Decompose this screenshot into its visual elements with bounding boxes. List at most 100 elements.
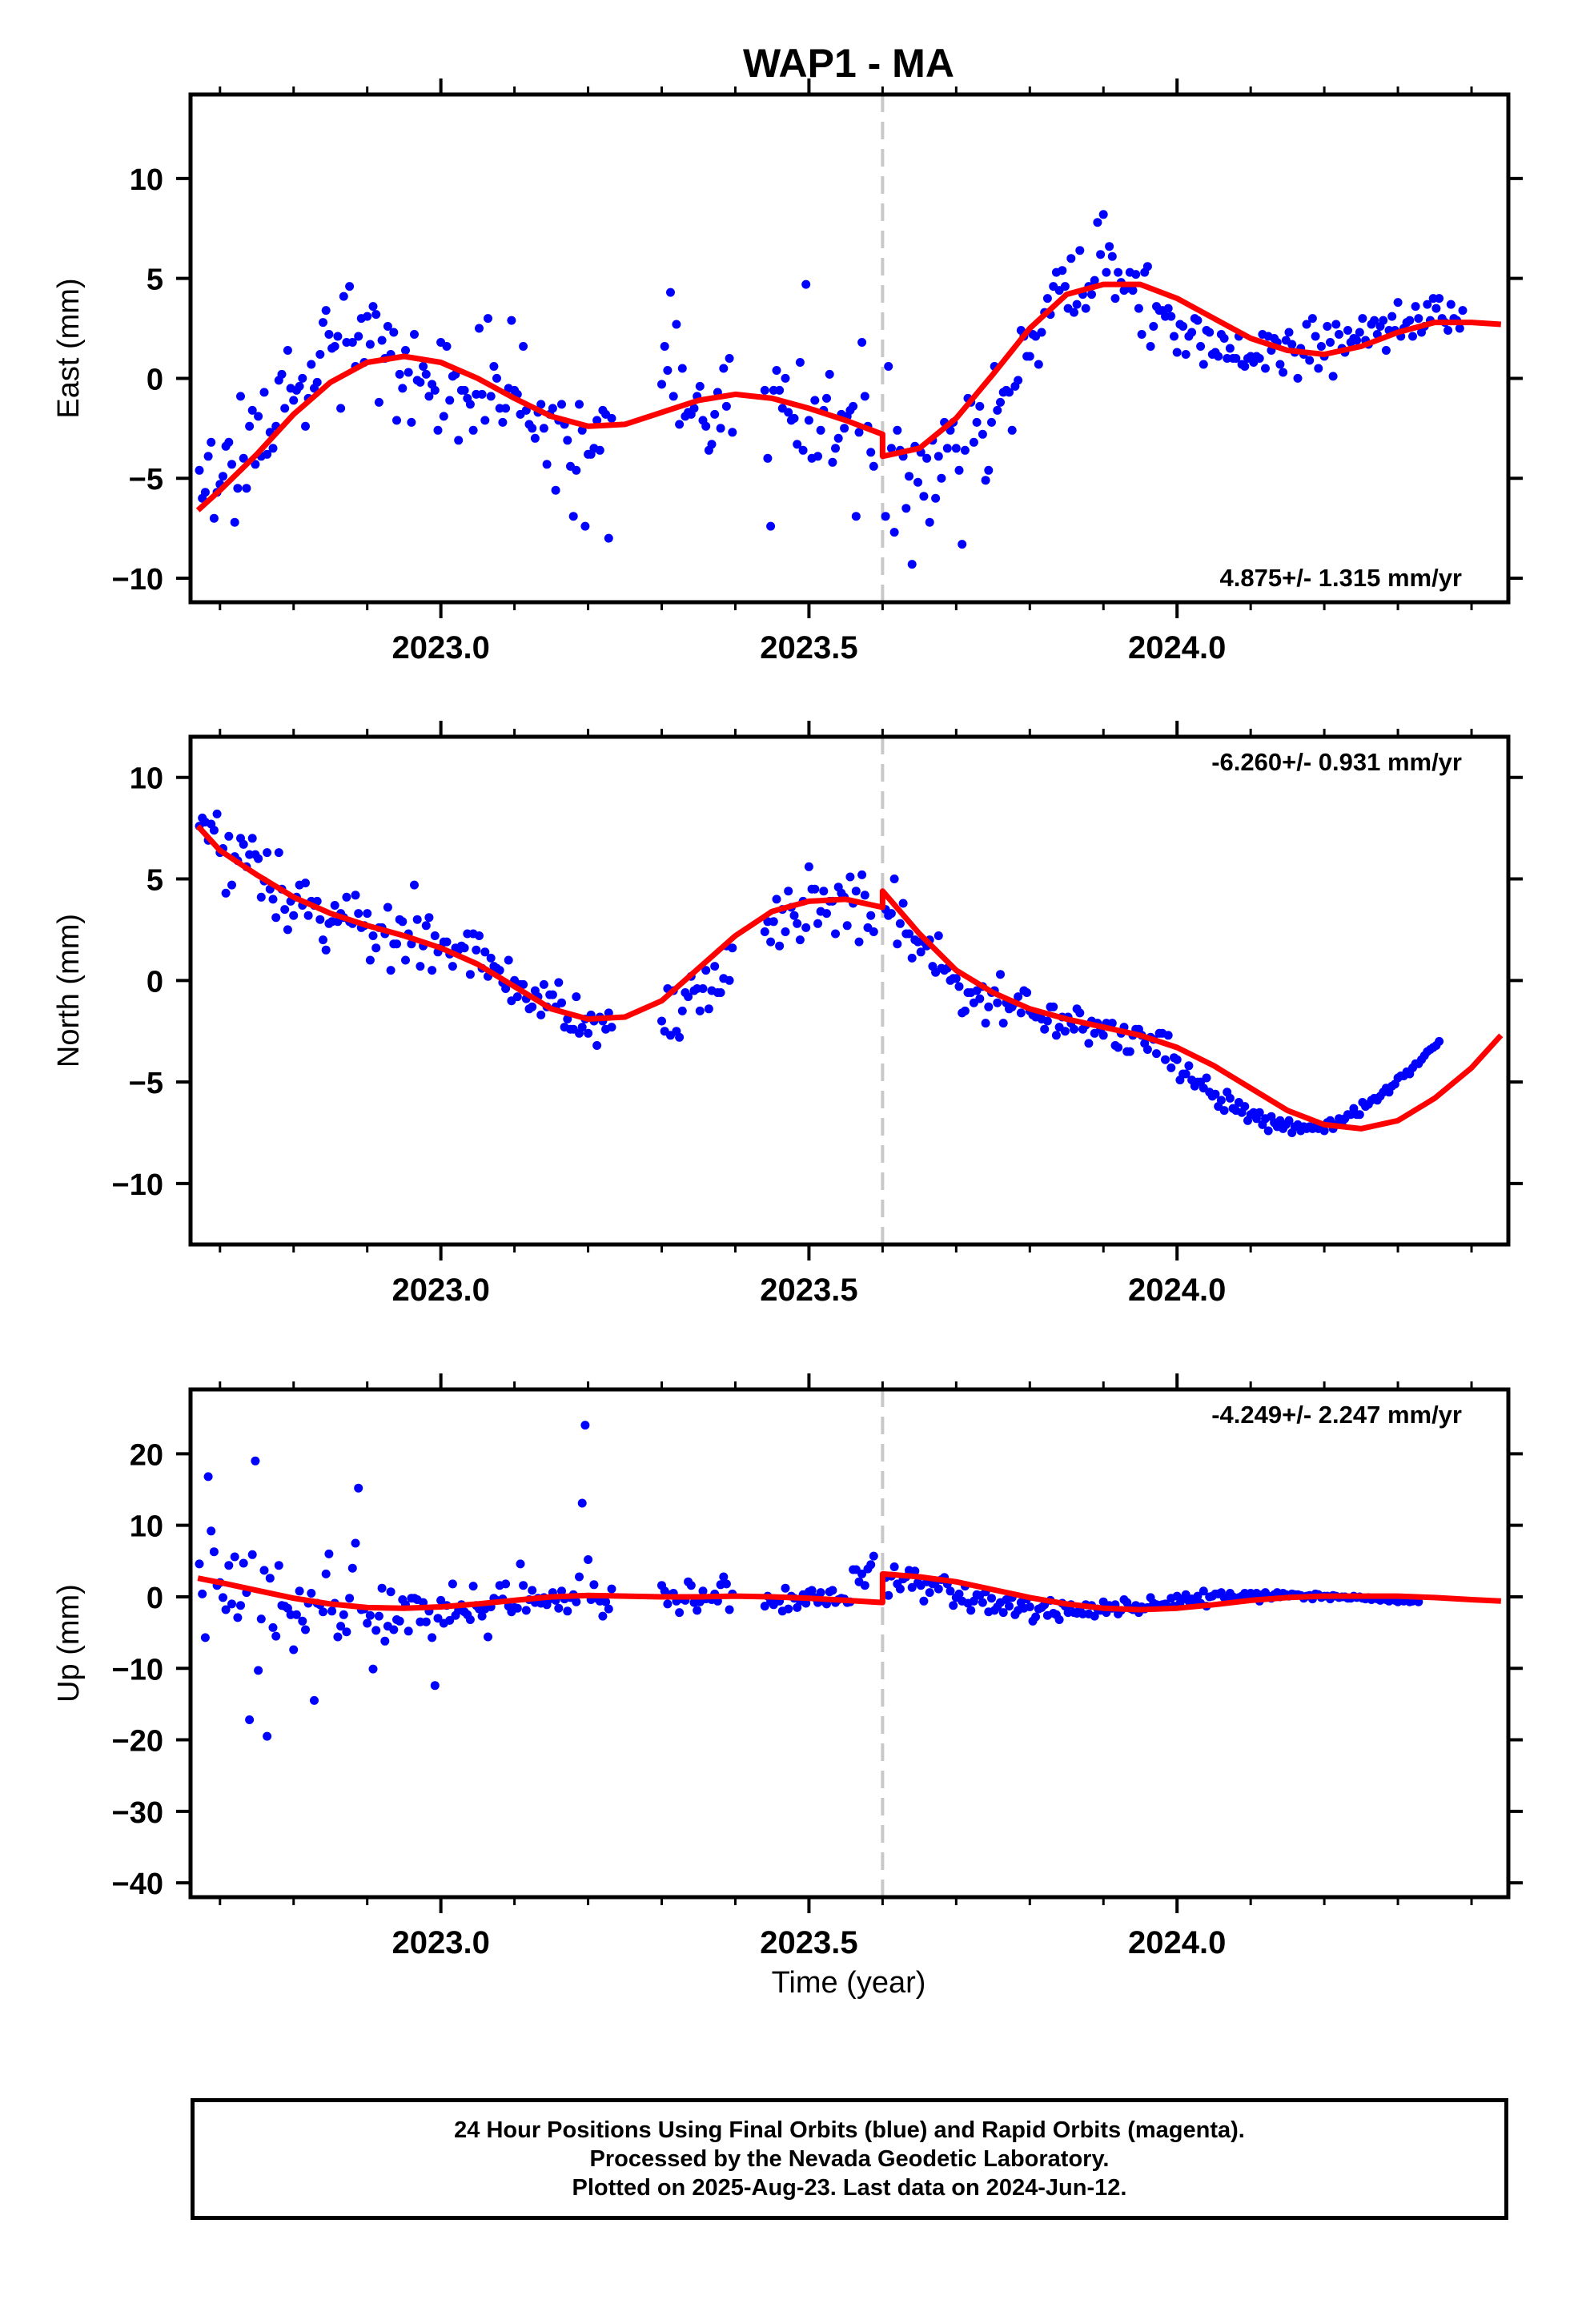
data-point [1459,0,1468,5]
data-point [951,974,961,983]
data-point [1473,0,1482,5]
data-point [301,421,310,431]
data-point [1016,1008,1026,1018]
data-point [501,1579,511,1589]
data-point [784,408,793,417]
data-point [551,485,560,495]
data-point [798,445,808,455]
data-point [1479,0,1488,5]
data-point [363,1618,372,1628]
data-point [1302,320,1311,329]
data-point [831,929,840,939]
y-tick-label: −5 [129,463,163,497]
data-point [1485,0,1494,5]
data-point [1170,332,1178,341]
data-point [604,533,613,543]
data-point [468,1582,478,1591]
data-point [1070,1024,1078,1034]
data-point [1464,0,1473,5]
footer-line-1: 24 Hour Positions Using Final Orbits (bl… [454,2117,1245,2143]
data-point [1331,320,1341,329]
model-curve [195,281,1502,513]
data-point [804,862,813,871]
data-point [436,1595,446,1605]
data-point [486,392,496,401]
data-point [851,512,861,521]
data-point [1152,1049,1161,1059]
data-point [280,404,290,413]
footer-line-2: Processed by the Nevada Geodetic Laborat… [589,2146,1110,2172]
data-point [828,457,837,467]
data-point [1311,332,1320,341]
data-point [866,448,876,457]
data-point [1438,0,1447,5]
data-point [1443,0,1452,5]
data-point [1470,0,1479,5]
data-point [536,1010,546,1019]
data-point [224,1561,234,1570]
data-point [934,1584,943,1594]
data-point [669,392,678,401]
data-point [1202,1073,1211,1083]
data-point [1440,0,1449,5]
data-point [810,396,820,405]
y-tick-label: −10 [112,1168,163,1202]
data-point [804,416,813,425]
data-point [592,1041,602,1050]
data-point [584,1555,593,1564]
data-point [721,1579,731,1589]
data-point [592,416,602,425]
data-point [1066,254,1076,263]
data-point [801,923,811,932]
data-point [1456,0,1464,5]
data-point [577,1023,587,1032]
data-point [354,332,363,341]
data-point [1051,1031,1061,1040]
data-point [224,437,234,447]
data-point [772,895,781,904]
y-tick-label: 0 [147,363,163,396]
data-point [919,1596,929,1606]
data-point [345,282,355,292]
data-point [342,1627,351,1637]
data-point [324,1549,334,1558]
data-point [589,1580,599,1590]
data-point [954,982,964,991]
data-point [468,425,478,435]
data-point [1058,266,1067,275]
data-point [907,953,917,963]
data-point [301,1625,310,1634]
data-point [925,517,934,527]
x-tick-label: 2023.0 [391,1273,489,1308]
data-point [913,477,922,487]
data-point [528,1586,537,1595]
y-axis-label: North (mm) [52,914,86,1068]
data-point [430,385,440,395]
data-point [291,1610,301,1619]
data-point [857,338,867,347]
data-point [760,1602,769,1611]
data-point [1496,0,1505,5]
data-point [993,405,1002,415]
y-axis-label: Up (mm) [52,1584,86,1703]
data-point [763,453,773,463]
data-point [1446,300,1456,309]
data-point [822,909,831,919]
data-point [1473,0,1482,5]
data-point [981,1019,990,1028]
panel-north: 2023.0 2023.5 2024.0 −10 −5 0 5 10 North (mm) -6.… [52,0,1523,1308]
data-point [686,1581,696,1590]
y-tick-label: −10 [112,1653,163,1687]
data-point [398,917,408,927]
data-point [495,966,504,975]
data-point [460,385,469,395]
data-point [1468,0,1476,5]
rate-label: 4.875+/- 1.315 mm/yr [1220,564,1462,592]
data-point [925,1588,934,1598]
data-point [298,1616,307,1626]
data-point [236,392,245,401]
data-point [1255,1108,1264,1117]
data-point [1284,1116,1294,1125]
y-tick-label: 5 [147,864,163,898]
data-point [392,939,401,949]
